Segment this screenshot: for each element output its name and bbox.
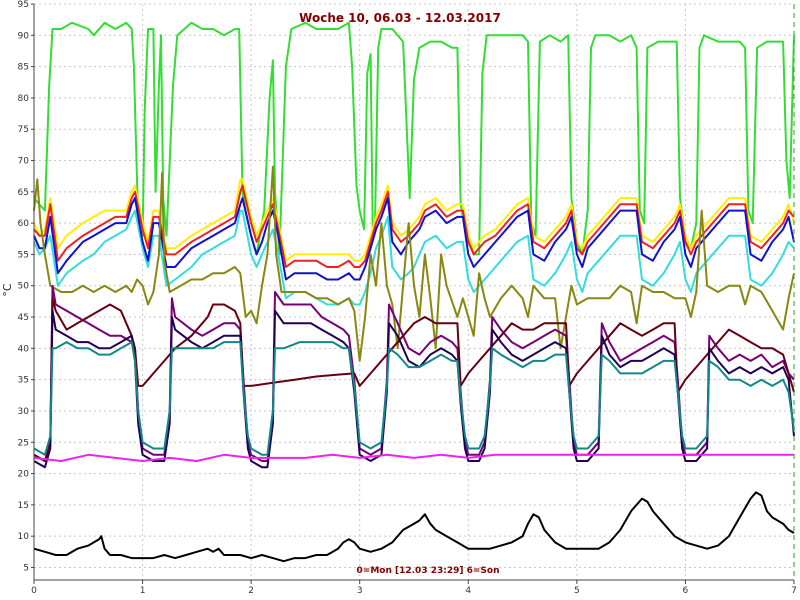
y-tick-label: 55 — [18, 250, 29, 260]
y-tick-label: 70 — [18, 157, 30, 167]
x-tick-label: 0 — [31, 586, 37, 596]
y-tick-label: 5 — [23, 563, 29, 573]
y-tick-label: 45 — [18, 313, 29, 323]
series-line-10 — [33, 341, 795, 456]
y-axis-label: °C — [1, 283, 14, 297]
chart-title: Woche 10, 06.03 - 12.03.2017 — [299, 11, 501, 25]
series-layer — [33, 21, 795, 563]
x-tick-label: 2 — [248, 586, 254, 596]
x-tick-label: 7 — [791, 586, 797, 596]
y-tick-label: 40 — [18, 344, 30, 354]
x-tick-label: 4 — [465, 586, 471, 596]
y-tick-label: 90 — [18, 31, 30, 41]
series-line-4 — [33, 209, 795, 306]
y-tick-label: 60 — [18, 219, 30, 229]
x-tick-label: 3 — [357, 586, 363, 596]
x-tick-label: 1 — [140, 586, 146, 596]
x-tick-label: 6 — [683, 586, 689, 596]
y-tick-label: 35 — [18, 376, 29, 386]
series-line-5 — [33, 197, 795, 281]
y-tick-label: 95 — [18, 0, 29, 10]
series-line-1 — [33, 21, 795, 256]
series-line-8 — [33, 297, 795, 462]
x-tick-label: 5 — [574, 586, 580, 596]
y-tick-label: 25 — [18, 438, 29, 448]
axes — [31, 3, 795, 584]
series-line-7 — [33, 284, 795, 462]
y-tick-label: 50 — [18, 282, 30, 292]
series-line-12 — [33, 491, 795, 563]
y-tick-label: 30 — [18, 407, 30, 417]
series-line-3 — [33, 184, 795, 268]
y-tick-label: 85 — [18, 63, 29, 73]
series-line-11 — [33, 453, 794, 462]
footer-note: 0=Mon [12.03 23:29] 6=Son — [357, 566, 500, 576]
y-tick-label: 20 — [18, 470, 30, 480]
series-line-6 — [33, 165, 795, 362]
series-line-9 — [33, 309, 795, 469]
y-tick-label: 65 — [18, 188, 29, 198]
y-tick-label: 10 — [18, 532, 30, 542]
y-tick-label: 15 — [18, 501, 29, 511]
grid — [34, 3, 794, 580]
y-tick-label: 80 — [18, 94, 30, 104]
y-tick-label: 75 — [18, 125, 29, 135]
